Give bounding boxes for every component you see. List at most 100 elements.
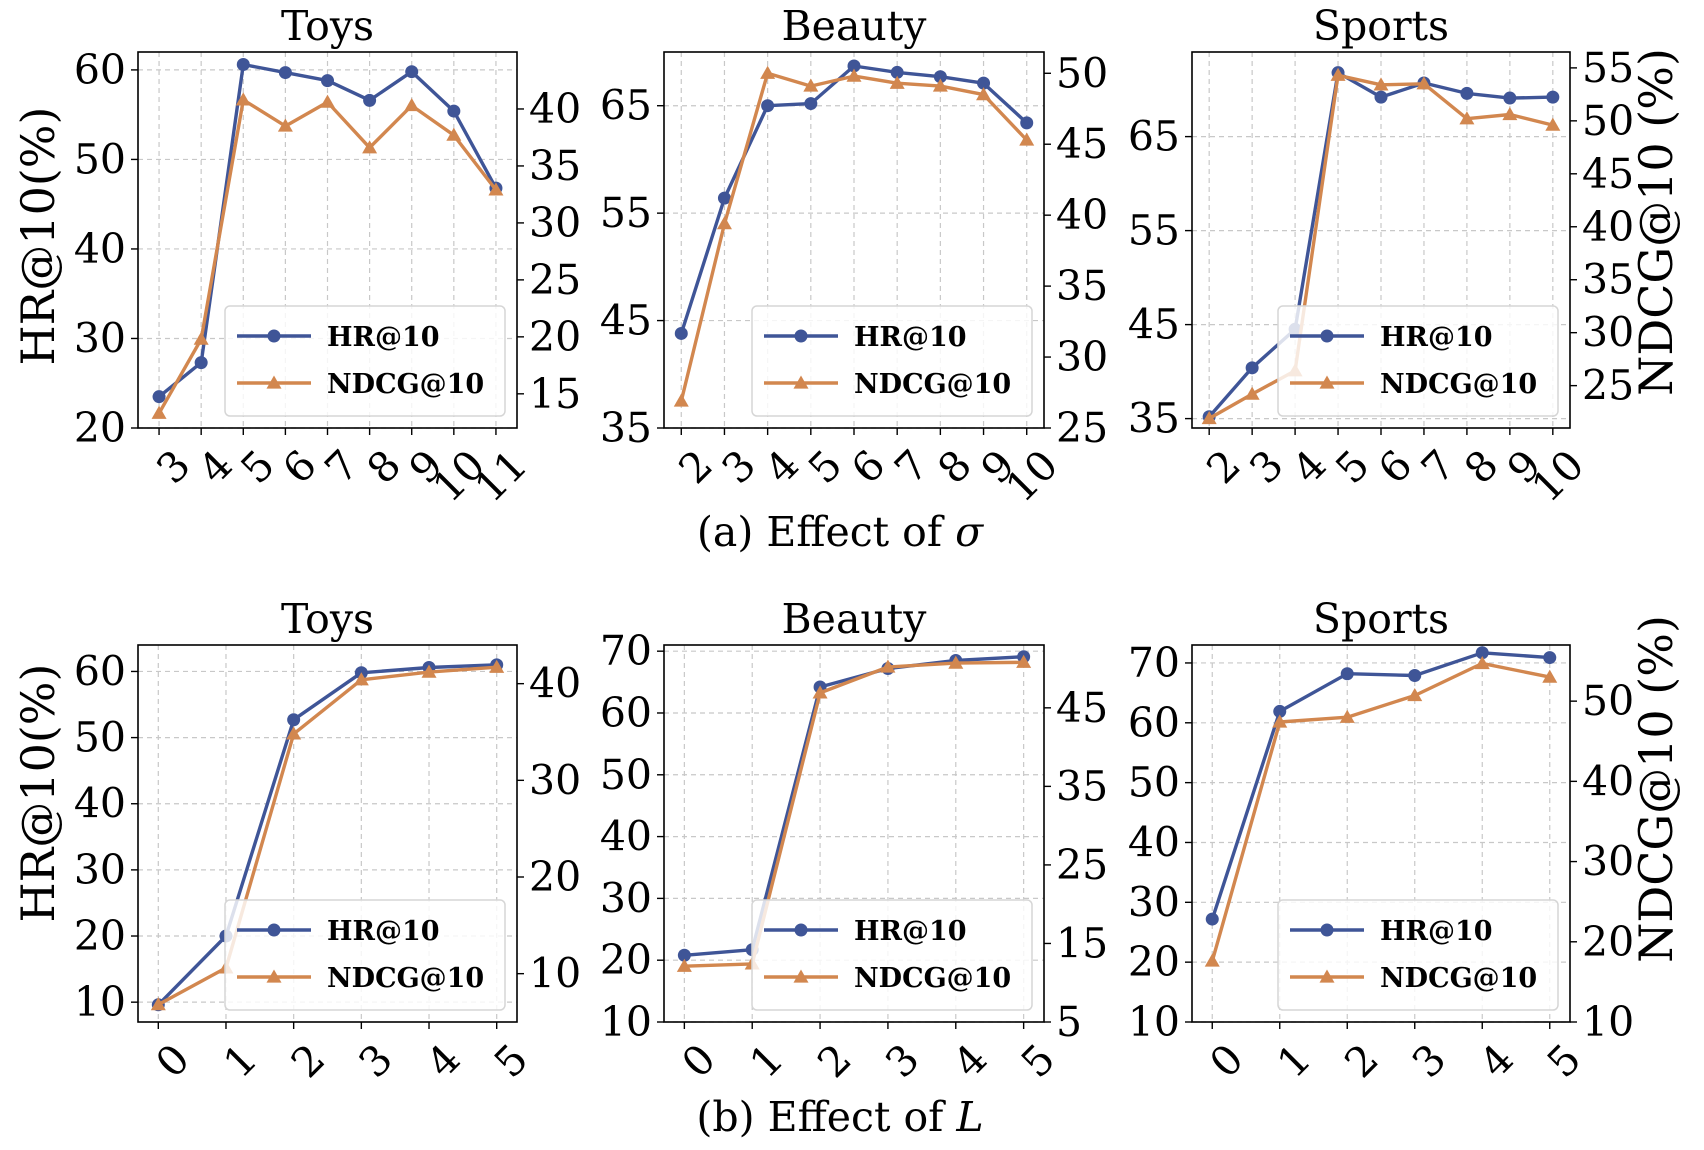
ndcg-point [362, 140, 378, 154]
x-tick-label: 2 [808, 1035, 860, 1087]
ndcg-point [150, 997, 166, 1011]
x-tick-label: 0 [1200, 1035, 1252, 1087]
chart-title: Toys [281, 2, 374, 50]
ndcg-point [1339, 709, 1355, 723]
y-tick-label-left: 30 [1128, 878, 1180, 926]
y-tick-label-left: 70 [1128, 639, 1180, 687]
x-tick-label: 0 [673, 1035, 725, 1087]
y-tick-label-right: 10 [1582, 998, 1634, 1046]
chart-title: Toys [281, 595, 374, 643]
legend: HR@10 NDCG@10 [1277, 899, 1559, 1011]
legend-label: HR@10 [1380, 322, 1493, 353]
plot-frame [137, 644, 518, 1023]
legend-box [751, 899, 1033, 1011]
ndcg-point [421, 664, 437, 678]
y-tick-label-right: 50 [1582, 97, 1634, 145]
series-line-hr [1210, 651, 1550, 920]
y-tick-label-right: 25 [529, 256, 581, 304]
x-tick-label: 4 [189, 441, 241, 493]
hr-point [278, 66, 292, 80]
y-tick-label-left: 40 [74, 225, 126, 273]
hr-point [1340, 667, 1354, 681]
legend-marker-hr [267, 329, 281, 343]
x-tick-label: 6 [842, 441, 894, 493]
ndcg-point [488, 182, 504, 196]
caption-b-symbol: L [955, 1093, 983, 1141]
hr-point [717, 191, 731, 205]
y-tick-label-right: 50 [1582, 677, 1634, 725]
y-tick-label-right: 30 [529, 756, 581, 804]
y-tick-label-left: 65 [600, 82, 652, 130]
ndcg-point [1545, 117, 1561, 131]
chart-title: Sports [1313, 595, 1449, 643]
ndcg-point [277, 118, 293, 132]
ndcg-point [489, 659, 505, 673]
x-tick-label: 1 [1268, 1035, 1320, 1087]
ndcg-point [193, 331, 209, 345]
legend-box [224, 305, 506, 417]
ylabel-left-bottom: HR@10(%) [11, 664, 65, 923]
x-tick-label: 4 [944, 1035, 996, 1087]
y-tick-label-left: 30 [74, 846, 126, 894]
x-tick-label: 5 [231, 441, 283, 493]
hr-point [152, 390, 166, 404]
hr-point [674, 326, 688, 340]
x-tick-label: 4 [417, 1035, 469, 1087]
series-line-ndcg [157, 665, 497, 1007]
legend-marker-hr [267, 923, 281, 937]
ndcg-point [760, 65, 776, 79]
x-tick-label: 4 [1283, 441, 1335, 493]
y-tick-label-right: 35 [1582, 256, 1634, 304]
ndcg-point [1330, 67, 1346, 81]
y-tick-label-right: 15 [529, 370, 581, 418]
y-tick-label-right: 10 [529, 950, 581, 998]
legend-marker-ndcg [1319, 375, 1335, 389]
legend-label: NDCG@10 [854, 369, 1011, 400]
ndcg-point [889, 75, 905, 89]
ndcg-point [320, 94, 335, 108]
legend-label: NDCG@10 [854, 963, 1011, 994]
y-tick-label-left: 20 [74, 404, 126, 452]
y-tick-label-left: 10 [74, 978, 126, 1026]
y-tick-label-right: 50 [1056, 49, 1108, 97]
x-tick-label: 5 [1326, 441, 1378, 493]
ndcg-point [932, 78, 948, 92]
panel-a-toys: Toys203040506015202530354034567891011HR@… [74, 2, 581, 511]
y-tick-label-left: 70 [600, 627, 652, 675]
x-tick-label: 2 [1197, 441, 1249, 493]
y-tick-label-right: 45 [1056, 684, 1108, 732]
legend-marker-ndcg [266, 969, 282, 983]
ndcg-point [353, 672, 369, 686]
ndcg-point [1272, 714, 1288, 728]
legend-marker-ndcg [266, 375, 282, 389]
legend: HR@10 NDCG@10 [224, 899, 506, 1011]
series-line-hr [684, 655, 1024, 957]
y-tick-label-right: 30 [529, 199, 581, 247]
hr-point [405, 65, 419, 79]
ylabel-right-bottom: NDCG@10 (%) [1629, 615, 1683, 963]
hr-point [1374, 90, 1388, 104]
ndcg-point [1019, 132, 1035, 146]
legend-marker-ndcg [793, 375, 809, 389]
y-tick-label-right: 5 [1056, 998, 1082, 1046]
legend-label: HR@10 [327, 322, 440, 353]
ndcg-point [1416, 76, 1432, 90]
hr-point [1273, 704, 1287, 718]
x-tick-label: 11 [466, 441, 537, 512]
x-tick-label: 3 [713, 441, 765, 493]
ndcg-point [286, 726, 302, 740]
ndcg-point [1459, 111, 1475, 125]
y-tick-label-left: 20 [1128, 938, 1180, 986]
y-tick-label-right: 40 [1582, 757, 1634, 805]
y-tick-label-left: 45 [600, 297, 652, 345]
x-tick-label: 4 [756, 441, 808, 493]
x-tick-label: 10 [1523, 441, 1594, 512]
panel-a-sports: Sports35455565253035404550552345678910HR… [1128, 2, 1634, 511]
legend-label: NDCG@10 [327, 369, 484, 400]
ndcg-point [235, 92, 251, 106]
y-tick-label-right: 20 [529, 853, 581, 901]
ndcg-point [404, 98, 420, 112]
ndcg-point [1407, 688, 1423, 702]
